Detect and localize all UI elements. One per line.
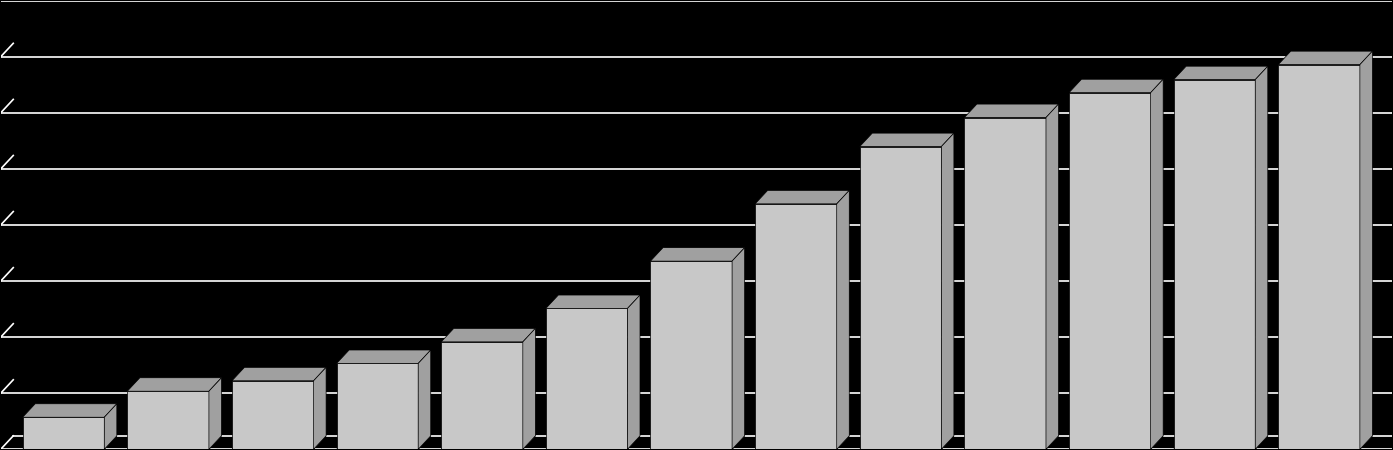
- Polygon shape: [231, 367, 326, 381]
- Polygon shape: [337, 364, 418, 449]
- Polygon shape: [546, 309, 627, 449]
- Polygon shape: [1046, 104, 1059, 449]
- Polygon shape: [231, 381, 313, 449]
- Polygon shape: [546, 295, 639, 309]
- Polygon shape: [651, 248, 745, 261]
- Polygon shape: [1151, 79, 1163, 449]
- Polygon shape: [964, 104, 1059, 117]
- Polygon shape: [546, 436, 639, 449]
- Polygon shape: [942, 133, 954, 449]
- Polygon shape: [337, 350, 430, 364]
- Polygon shape: [651, 436, 745, 449]
- Polygon shape: [1360, 51, 1372, 449]
- Polygon shape: [1279, 436, 1372, 449]
- Polygon shape: [1174, 80, 1255, 449]
- Polygon shape: [522, 328, 535, 449]
- Polygon shape: [859, 436, 954, 449]
- Polygon shape: [1174, 436, 1268, 449]
- Polygon shape: [859, 133, 954, 147]
- Polygon shape: [1068, 79, 1163, 93]
- Polygon shape: [1255, 66, 1268, 449]
- Polygon shape: [837, 190, 850, 449]
- Polygon shape: [964, 436, 1059, 449]
- Polygon shape: [627, 295, 639, 449]
- Polygon shape: [22, 404, 117, 417]
- Polygon shape: [337, 436, 430, 449]
- Polygon shape: [418, 350, 430, 449]
- Polygon shape: [104, 404, 117, 449]
- Polygon shape: [755, 204, 837, 449]
- Polygon shape: [755, 190, 850, 204]
- Polygon shape: [127, 436, 221, 449]
- Polygon shape: [1068, 436, 1163, 449]
- Polygon shape: [755, 436, 850, 449]
- Polygon shape: [859, 147, 942, 449]
- Polygon shape: [313, 367, 326, 449]
- Polygon shape: [733, 248, 745, 449]
- Polygon shape: [651, 261, 733, 449]
- Polygon shape: [209, 378, 221, 449]
- Polygon shape: [442, 436, 535, 449]
- Polygon shape: [442, 342, 522, 449]
- Polygon shape: [22, 417, 104, 449]
- Polygon shape: [1279, 65, 1360, 449]
- Polygon shape: [231, 436, 326, 449]
- Polygon shape: [1174, 66, 1268, 80]
- Polygon shape: [442, 328, 535, 342]
- Polygon shape: [22, 436, 117, 449]
- Polygon shape: [127, 378, 221, 391]
- Polygon shape: [127, 391, 209, 449]
- Polygon shape: [1068, 93, 1151, 449]
- Polygon shape: [1279, 51, 1372, 65]
- Polygon shape: [964, 117, 1046, 449]
